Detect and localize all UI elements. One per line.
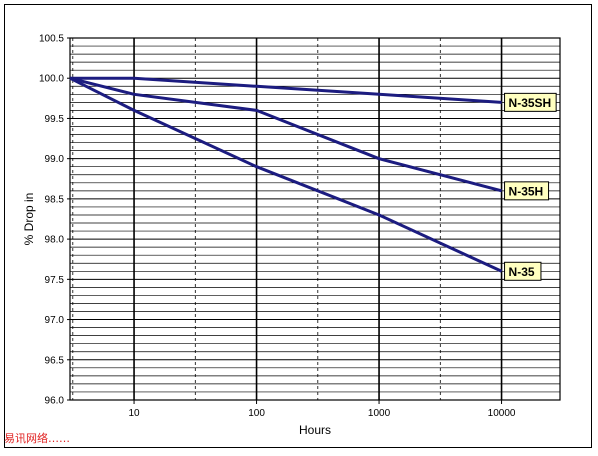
series-label-box bbox=[504, 181, 550, 201]
y-tick-label: 99.5 bbox=[45, 114, 65, 125]
y-tick-label: 98.5 bbox=[45, 194, 65, 205]
series-label-text: N-35SH bbox=[509, 96, 552, 110]
y-tick-label: 96.5 bbox=[45, 355, 65, 366]
series-label-n-35h: N-35H bbox=[504, 181, 550, 201]
y-tick-label: 99.0 bbox=[45, 154, 65, 165]
x-tick-label: 10000 bbox=[488, 408, 516, 419]
y-tick-label: 100.5 bbox=[39, 34, 64, 45]
y-tick-label: 100.0 bbox=[39, 74, 64, 85]
series-label-text: N-35H bbox=[509, 184, 544, 198]
x-tick-label: 100 bbox=[248, 408, 265, 419]
grid-group bbox=[70, 37, 560, 401]
series-line-n-35h bbox=[69, 76, 502, 193]
y-tick-label: 97.5 bbox=[45, 275, 65, 286]
y-tick-label: 98.0 bbox=[45, 235, 65, 246]
series-line-n-35 bbox=[69, 76, 503, 273]
series-label-n-35: N-35 bbox=[504, 261, 542, 281]
y-tick-label: 96.0 bbox=[45, 396, 65, 407]
x-axis-title: Hours bbox=[299, 423, 331, 437]
x-tick-label: 10 bbox=[128, 408, 140, 419]
y-axis-title: % Drop in bbox=[22, 193, 36, 246]
series-label-box bbox=[504, 261, 542, 281]
series-label-n-35sh: N-35SH bbox=[504, 92, 557, 112]
y-tick-label: 97.0 bbox=[45, 315, 65, 326]
x-tick-label: 1000 bbox=[368, 408, 391, 419]
watermark-text: 易讯网络…… bbox=[4, 432, 70, 445]
series-line-n-35sh bbox=[70, 76, 502, 104]
series-label-text: N-35 bbox=[509, 265, 535, 279]
plot-border bbox=[69, 37, 561, 401]
series-label-box bbox=[504, 92, 557, 112]
